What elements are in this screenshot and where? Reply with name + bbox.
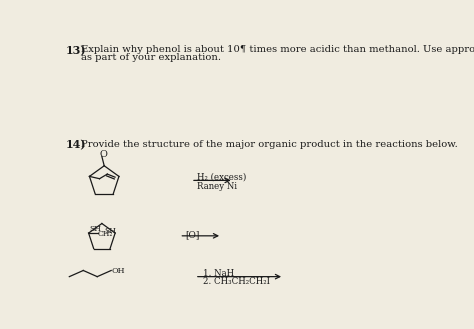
Text: H₂ (excess): H₂ (excess) bbox=[197, 173, 246, 182]
Text: SH: SH bbox=[104, 227, 116, 235]
Text: as part of your explanation.: as part of your explanation. bbox=[81, 53, 221, 62]
Text: Provide the structure of the major organic product in the reactions below.: Provide the structure of the major organ… bbox=[81, 139, 458, 149]
Text: CH₂: CH₂ bbox=[98, 230, 113, 238]
Text: 14): 14) bbox=[65, 139, 86, 151]
Text: O: O bbox=[100, 150, 108, 159]
Text: Raney Ni: Raney Ni bbox=[197, 182, 237, 191]
Text: 13): 13) bbox=[65, 45, 86, 56]
Text: Explain why phenol is about 10¶ times more acidic than methanol. Use appropriate: Explain why phenol is about 10¶ times mo… bbox=[81, 45, 474, 54]
Text: 2. CH₃CH₂CH₂I: 2. CH₃CH₂CH₂I bbox=[202, 277, 270, 287]
Text: [O]: [O] bbox=[186, 230, 200, 240]
Text: SH: SH bbox=[90, 225, 101, 233]
Text: 1. NaH: 1. NaH bbox=[202, 269, 234, 278]
Text: OH: OH bbox=[112, 267, 126, 275]
